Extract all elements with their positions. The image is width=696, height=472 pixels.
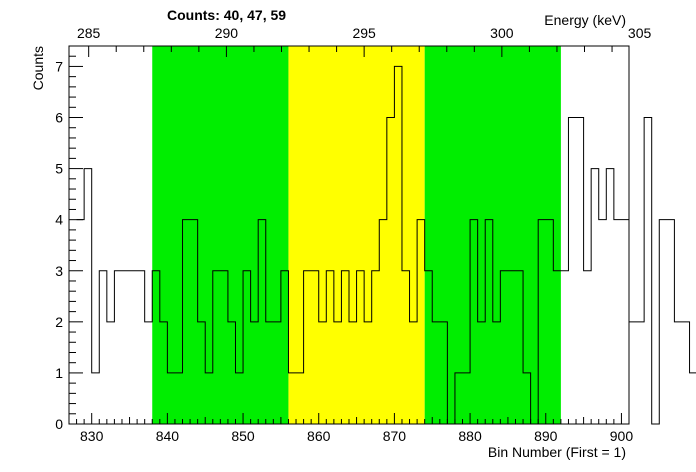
x-tick-label: 870 — [383, 428, 407, 444]
y-tick-label: 3 — [55, 263, 63, 279]
x-axis-title: Bin Number (First = 1) — [488, 444, 626, 460]
x-tick-label: 830 — [80, 428, 104, 444]
top-axis-title: Energy (keV) — [544, 12, 626, 28]
x-tick-label: 880 — [458, 428, 482, 444]
chart-title: Counts: 40, 47, 59 — [167, 7, 286, 23]
y-tick-label: 4 — [55, 212, 63, 228]
y-tick-label: 6 — [55, 110, 63, 126]
x-tick-label: 850 — [231, 428, 255, 444]
top-axis-ticks: 285 290 295 300 305 — [77, 25, 651, 57]
histogram-steps — [76, 65, 696, 425]
top-tick-label: 295 — [352, 25, 376, 41]
x-tick-label: 900 — [610, 428, 634, 444]
x-tick-label: 860 — [307, 428, 331, 444]
y-axis-title: Counts — [30, 46, 46, 90]
top-tick-label: 300 — [490, 25, 514, 41]
y-tick-label: 5 — [55, 161, 63, 177]
bottom-axis-ticks: 830 840 850 860 870 880 890 900 — [68, 413, 634, 444]
y-tick-label: 1 — [55, 365, 63, 381]
y-tick-label: 0 — [55, 416, 63, 432]
y-tick-label: 2 — [55, 314, 63, 330]
top-tick-label: 305 — [628, 25, 652, 41]
top-tick-label: 290 — [215, 25, 239, 41]
left-axis-ticks: 0 1 2 3 4 5 6 7 — [55, 45, 83, 432]
x-tick-label: 840 — [156, 428, 180, 444]
region-band-1 — [152, 46, 289, 424]
y-tick-label: 7 — [55, 58, 63, 74]
region-band-2 — [288, 46, 425, 424]
top-tick-label: 285 — [77, 25, 101, 41]
x-tick-label: 890 — [534, 428, 558, 444]
region-bands — [152, 46, 561, 424]
histogram-line — [76, 65, 696, 425]
